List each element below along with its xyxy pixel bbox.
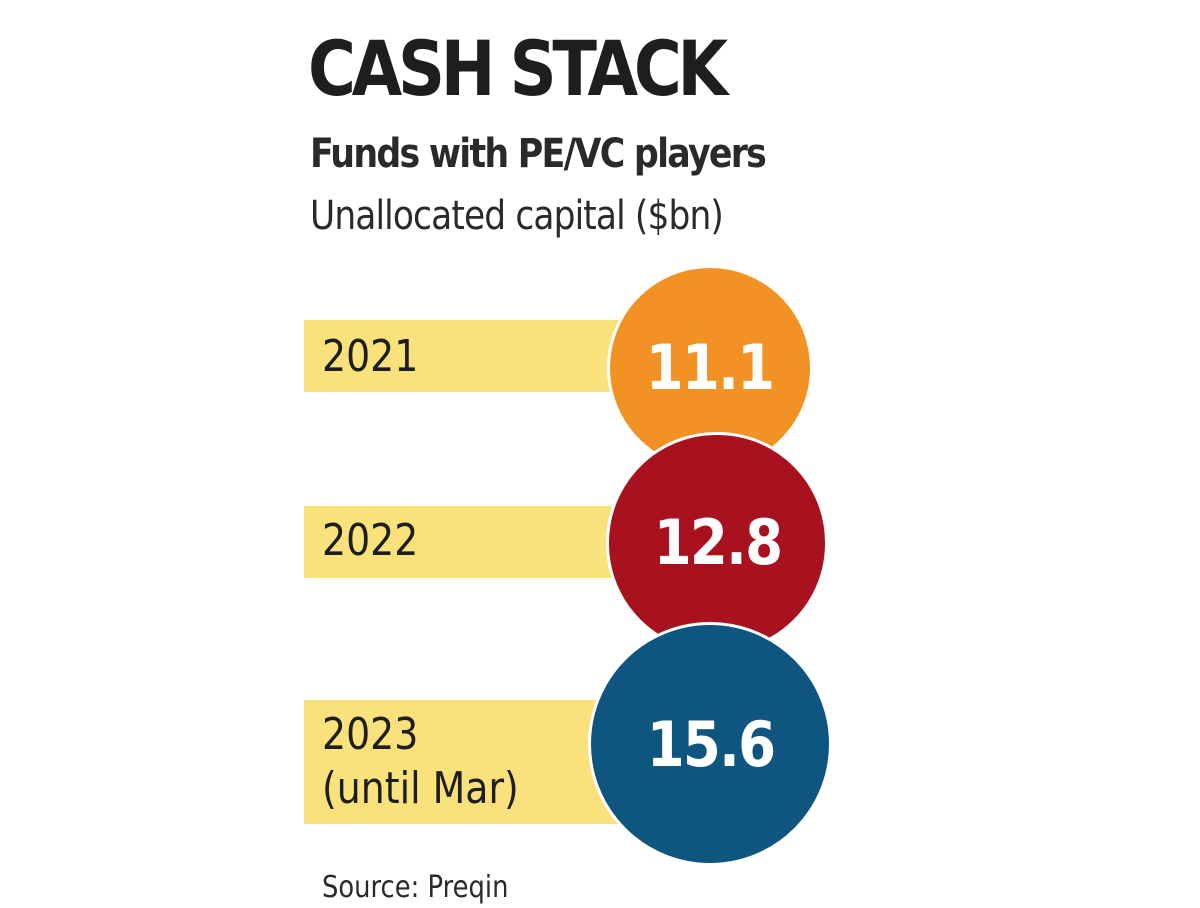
- chart-source: Source: Preqin: [322, 870, 509, 905]
- chart-title: CASH STACK: [308, 24, 728, 113]
- year-label-line: (until Mar): [322, 763, 519, 814]
- year-label-1: 2022: [322, 514, 418, 568]
- value-label-1: 12.8: [653, 506, 782, 580]
- chart-unit-label: Unallocated capital ($bn): [310, 193, 724, 239]
- year-label-line: 2021: [322, 331, 419, 382]
- value-bubble-2: 15.6: [588, 622, 832, 866]
- value-bubble-1: 12.8: [606, 432, 828, 654]
- year-label-0: 2021: [322, 330, 418, 384]
- year-label-2: 2023 (until Mar): [322, 708, 519, 816]
- year-label-line: 2022: [322, 515, 419, 566]
- value-label-2: 15.6: [646, 707, 775, 781]
- chart-subtitle: Funds with PE/VC players: [310, 131, 767, 177]
- value-label-0: 11.1: [646, 331, 775, 405]
- year-label-line: 2023: [322, 709, 419, 760]
